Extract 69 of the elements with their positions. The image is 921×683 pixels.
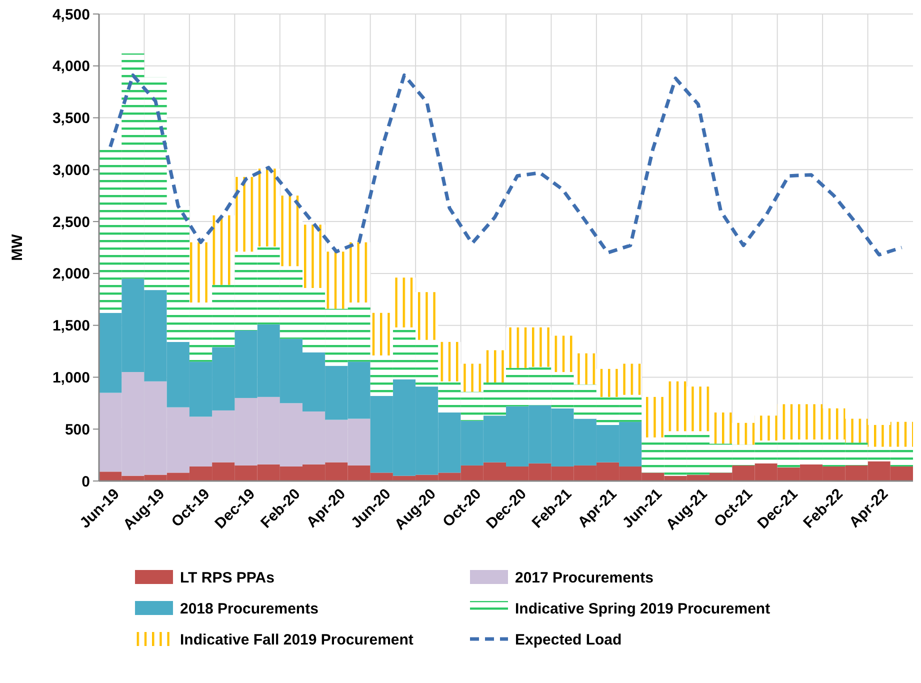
bar: [144, 77, 167, 290]
bar: [890, 422, 913, 447]
y-tick-label: 500: [64, 421, 90, 438]
bar: [257, 168, 280, 246]
bar: [800, 404, 823, 440]
bar: [166, 206, 190, 342]
legend-label: 2017 Procurements: [515, 569, 654, 586]
y-axis-title: MW: [9, 233, 26, 261]
bar: [348, 242, 370, 302]
bar: [189, 242, 212, 302]
bar: [234, 176, 258, 252]
bar: [845, 418, 868, 443]
y-tick-label: 3,000: [52, 162, 90, 179]
bar: [416, 292, 438, 340]
bar: [664, 381, 687, 432]
bar: [392, 327, 416, 380]
bar: [212, 215, 235, 285]
bar: [822, 408, 846, 440]
bar: [438, 342, 461, 382]
legend-label: LT RPS PPAs: [180, 569, 274, 586]
bar: [710, 444, 732, 473]
bar: [189, 302, 212, 362]
bar: [732, 444, 755, 466]
bar: [551, 336, 574, 372]
bar: [754, 416, 778, 441]
bar: [528, 366, 552, 406]
bar: [596, 396, 620, 425]
bar: [574, 353, 596, 384]
bar: [325, 252, 348, 309]
bar: [460, 364, 484, 392]
bar: [551, 372, 574, 408]
legend-label: Expected Load: [515, 631, 622, 648]
bar: [302, 224, 326, 288]
bar: [596, 368, 620, 397]
bar: [122, 53, 144, 279]
y-tick-label: 0: [82, 473, 90, 490]
y-tick-label: 2,500: [52, 214, 90, 231]
bar: [416, 340, 438, 387]
bar: [438, 381, 461, 413]
y-tick-label: 3,500: [52, 110, 90, 128]
bar: [506, 327, 529, 368]
bar: [710, 412, 732, 444]
bar: [483, 382, 506, 416]
legend-label: 2018 Procurements: [180, 600, 318, 618]
legend-label: Indicative Spring 2019 Procurement: [515, 600, 770, 618]
bar: [280, 196, 302, 266]
bar: [868, 424, 890, 447]
bar: [574, 384, 596, 419]
y-tick-label: 1,000: [52, 369, 90, 386]
bar: [212, 284, 235, 348]
bar: [483, 350, 506, 382]
bar: [460, 392, 484, 421]
legend-label: Indicative Fall 2019 Procurement: [180, 631, 414, 648]
bar: [370, 355, 393, 396]
y-tick-label: 4,500: [52, 6, 90, 24]
bar: [619, 394, 642, 422]
bar: [754, 440, 778, 464]
line-series: [108, 73, 904, 257]
bar: [99, 148, 122, 313]
bar: [325, 308, 348, 366]
y-tick-label: 1,500: [52, 318, 90, 335]
bar: [777, 404, 800, 440]
bar: [257, 246, 280, 324]
y-tick-label: 4,000: [52, 58, 90, 76]
bar: [392, 278, 416, 328]
bar: [845, 442, 868, 466]
bar: [732, 422, 755, 445]
bar: [619, 364, 642, 395]
y-tick-label: 2,000: [52, 266, 90, 283]
